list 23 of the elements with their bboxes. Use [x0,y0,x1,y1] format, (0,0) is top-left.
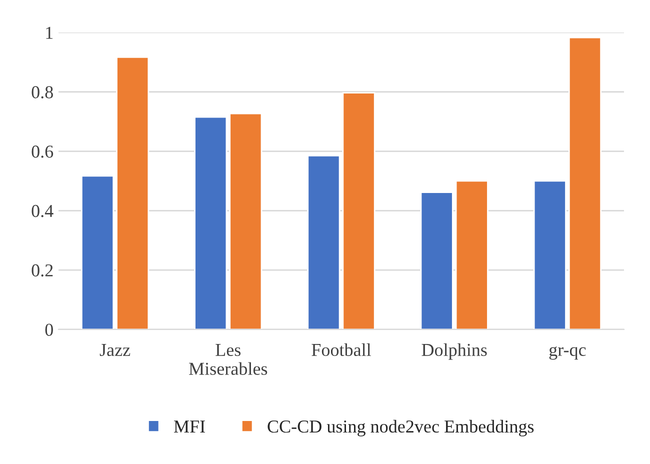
x-tick-label: Football [312,343,371,356]
y-tick-label: 0 [45,324,53,336]
x-tick-label: Jazz [100,344,130,356]
bar [116,56,150,330]
y-tick-label: 0.4 [32,204,54,218]
bar [568,36,602,330]
legend-label: MFI [174,420,205,432]
x-tick-label: Dolphins [422,343,487,360]
y-tick-label: 0.8 [32,86,53,98]
legend-label: CC-CD using node2vec Embeddings [268,420,534,436]
bar [420,192,454,330]
bar [455,180,488,330]
x-tick-label: Les Miserables [189,344,268,375]
x-tick-label: gr-qc [549,346,586,360]
bar [342,92,376,330]
y-tick-label: 0.2 [32,264,53,277]
bar [229,112,262,330]
y-tick-label: 1 [46,26,53,39]
bar [194,116,228,330]
bar [533,180,566,330]
bar [80,175,114,330]
bar [307,155,340,330]
y-tick-label: 0.6 [32,146,54,158]
